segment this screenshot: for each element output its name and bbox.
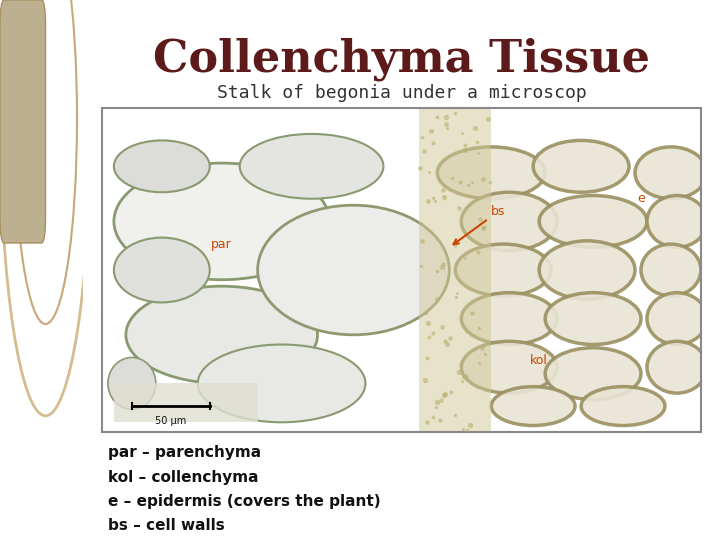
Ellipse shape bbox=[114, 238, 210, 302]
Ellipse shape bbox=[647, 195, 707, 247]
Text: bs: bs bbox=[454, 205, 505, 244]
Ellipse shape bbox=[114, 140, 210, 192]
Ellipse shape bbox=[455, 244, 551, 296]
Text: kol: kol bbox=[530, 354, 548, 367]
Ellipse shape bbox=[545, 348, 641, 400]
Text: 50 μm: 50 μm bbox=[156, 416, 186, 426]
Ellipse shape bbox=[114, 163, 330, 280]
Ellipse shape bbox=[437, 147, 545, 199]
Ellipse shape bbox=[539, 241, 635, 299]
Ellipse shape bbox=[462, 293, 557, 345]
Ellipse shape bbox=[545, 293, 641, 345]
FancyBboxPatch shape bbox=[419, 108, 491, 432]
FancyBboxPatch shape bbox=[114, 383, 258, 422]
Ellipse shape bbox=[539, 195, 647, 247]
Ellipse shape bbox=[462, 341, 557, 393]
Text: par: par bbox=[212, 238, 232, 251]
Ellipse shape bbox=[641, 244, 701, 296]
Ellipse shape bbox=[258, 205, 449, 335]
Text: bs – cell walls: bs – cell walls bbox=[108, 518, 225, 534]
Ellipse shape bbox=[647, 293, 707, 345]
Ellipse shape bbox=[491, 387, 575, 426]
Ellipse shape bbox=[581, 387, 665, 426]
Ellipse shape bbox=[126, 286, 318, 383]
Ellipse shape bbox=[240, 134, 384, 199]
Ellipse shape bbox=[198, 345, 366, 422]
Ellipse shape bbox=[534, 140, 629, 192]
Text: e: e bbox=[637, 192, 645, 205]
Text: Collenchyma Tissue: Collenchyma Tissue bbox=[153, 38, 650, 82]
Text: par – parenchyma: par – parenchyma bbox=[108, 446, 261, 461]
Text: kol – collenchyma: kol – collenchyma bbox=[108, 470, 258, 485]
Ellipse shape bbox=[635, 147, 707, 199]
Ellipse shape bbox=[462, 192, 557, 251]
FancyBboxPatch shape bbox=[0, 0, 45, 243]
Text: e – epidermis (covers the plant): e – epidermis (covers the plant) bbox=[108, 494, 381, 509]
Ellipse shape bbox=[108, 357, 156, 409]
Text: Stalk of begonia under a microscop: Stalk of begonia under a microscop bbox=[217, 84, 586, 102]
Ellipse shape bbox=[647, 341, 707, 393]
